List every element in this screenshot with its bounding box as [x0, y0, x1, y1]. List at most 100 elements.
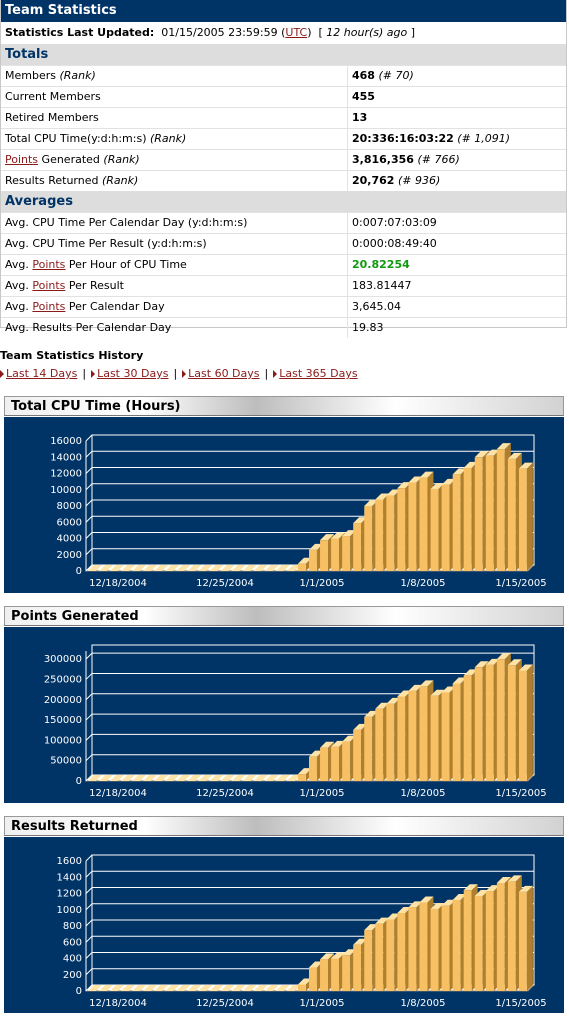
history-link[interactable]: Last 365 Days — [273, 367, 358, 380]
totals-row: Current Members 455 — [1, 86, 566, 107]
gridline-depth — [85, 903, 93, 911]
bar — [88, 985, 102, 992]
totals-row-value: 455 — [347, 87, 375, 107]
bar — [176, 985, 191, 992]
y-tick-label: 2000 — [57, 550, 82, 561]
bar — [143, 985, 158, 992]
row-label-text: Avg. CPU Time Per Result (y:d:h:m:s) — [5, 237, 207, 250]
averages-row-label: Avg. Points Per Calendar Day — [5, 297, 165, 317]
arrow-right-icon — [273, 370, 278, 378]
points-chart-title: Points Generated — [4, 606, 564, 626]
bar — [220, 985, 235, 992]
bar — [143, 565, 158, 572]
averages-row: Avg. Points Per Hour of CPU Time 20.82254 — [1, 254, 566, 275]
bar — [275, 565, 290, 572]
y-tick-label: 200000 — [44, 695, 82, 706]
history-link[interactable]: Last 30 Days — [91, 367, 168, 380]
bar — [110, 565, 125, 572]
value-text: 13 — [352, 111, 368, 124]
y-tick-label: 150000 — [44, 715, 82, 726]
y-tick-label: 4000 — [57, 534, 82, 545]
bar — [198, 985, 213, 992]
bar — [518, 664, 533, 781]
gridline-depth — [85, 673, 93, 680]
gridline-depth — [85, 515, 93, 523]
bar — [143, 775, 158, 782]
totals-row: Total CPU Time(y:d:h:m:s) (Rank) 20:336:1… — [1, 128, 566, 149]
averages-heading: Averages — [1, 191, 566, 212]
bar — [88, 775, 102, 782]
bar — [165, 565, 180, 572]
history-title: Team Statistics History — [0, 349, 144, 362]
link-separator: | — [173, 367, 178, 380]
cpu-time-chart: 0 2000 4000 6000 8000 10000 12000 14000 16000 12/… — [50, 434, 547, 589]
row-label-text: Avg. — [5, 258, 33, 271]
bar — [242, 985, 257, 992]
points-link[interactable]: Points — [32, 258, 66, 271]
bar — [110, 985, 125, 992]
points-link[interactable]: Points — [5, 153, 39, 166]
totals-row: Members (Rank) 468 (# 70) — [1, 65, 566, 86]
bar — [132, 565, 147, 572]
x-tick-label: 1/15/2005 — [495, 578, 546, 589]
bar — [154, 565, 169, 572]
averages-row-value: 20.82254 — [347, 255, 410, 275]
row-label-text: Avg. CPU Time Per Calendar Day (y:d:h:m:… — [5, 216, 248, 229]
gridline-depth — [85, 434, 93, 442]
bar — [176, 565, 191, 572]
rank-value: (# 936) — [397, 174, 441, 187]
value-text: 455 — [352, 90, 375, 103]
y-tick-label: 10000 — [50, 485, 82, 496]
x-tick-label: 1/1/2005 — [300, 578, 345, 589]
y-tick-label: 250000 — [44, 674, 82, 685]
history-link[interactable]: Last 60 Days — [182, 367, 260, 380]
bar — [110, 775, 125, 782]
bar — [220, 565, 235, 572]
y-tick-label: 200 — [63, 970, 82, 981]
bar — [99, 565, 114, 572]
bar — [165, 985, 180, 992]
averages-row-label: Avg. Points Per Result — [5, 276, 124, 296]
bar — [242, 775, 257, 782]
ago-text: 12 hour(s) ago — [326, 26, 408, 39]
averages-row-label: Avg. CPU Time Per Calendar Day (y:d:h:m:… — [5, 213, 247, 233]
averages-row: Avg. Points Per Result 183.81447 — [1, 275, 566, 296]
gridline-depth — [85, 693, 93, 701]
bar — [286, 775, 301, 782]
rank-value: (# 766) — [417, 153, 460, 166]
x-tick-label: 12/25/2004 — [196, 998, 254, 1009]
points-link[interactable]: Points — [32, 279, 66, 292]
bar — [198, 775, 213, 782]
totals-row-label: Results Returned (Rank) — [5, 171, 138, 191]
gridline-depth — [85, 774, 93, 782]
rank-label: (Rank) — [59, 69, 96, 82]
x-tick-label: 1/1/2005 — [300, 998, 345, 1009]
row-label-text: Total CPU Time(y:d:h:m:s) — [5, 132, 147, 145]
bar — [264, 565, 279, 572]
history-link-label: Last 14 Days — [6, 367, 78, 380]
totals-row: Results Returned (Rank) 20,762 (# 936) — [1, 170, 566, 191]
bar — [209, 565, 224, 572]
row-label-text: Avg. Results Per Calendar Day — [5, 321, 172, 334]
last-updated-label: Statistics Last Updated: — [5, 26, 155, 39]
bar — [231, 985, 246, 992]
row-label-text: Per Hour of CPU Time — [65, 258, 187, 271]
row-label-text: Per Calendar Day — [65, 300, 165, 313]
cpu-time-chart-title: Total CPU Time (Hours) — [4, 396, 564, 416]
totals-row-label: Points Generated (Rank) — [5, 150, 140, 170]
bar — [88, 565, 102, 572]
utc-link[interactable]: UTC — [285, 26, 308, 39]
bar — [176, 775, 191, 782]
bar — [198, 565, 213, 572]
bar — [187, 985, 202, 992]
totals-row-value: 3,816,356 (# 766) — [347, 150, 460, 170]
history-link[interactable]: Last 14 Days — [0, 367, 77, 380]
totals-row-value: 13 — [347, 108, 367, 128]
points-chart: 0 50000 100000 150000 200000 250000 300000 12/1… — [44, 644, 547, 799]
bar — [187, 565, 202, 572]
averages-row-label: Avg. CPU Time Per Result (y:d:h:m:s) — [5, 234, 207, 254]
bar — [286, 985, 301, 992]
totals-row-label: Retired Members — [5, 108, 99, 128]
bar — [220, 775, 235, 782]
points-link[interactable]: Points — [32, 300, 66, 313]
